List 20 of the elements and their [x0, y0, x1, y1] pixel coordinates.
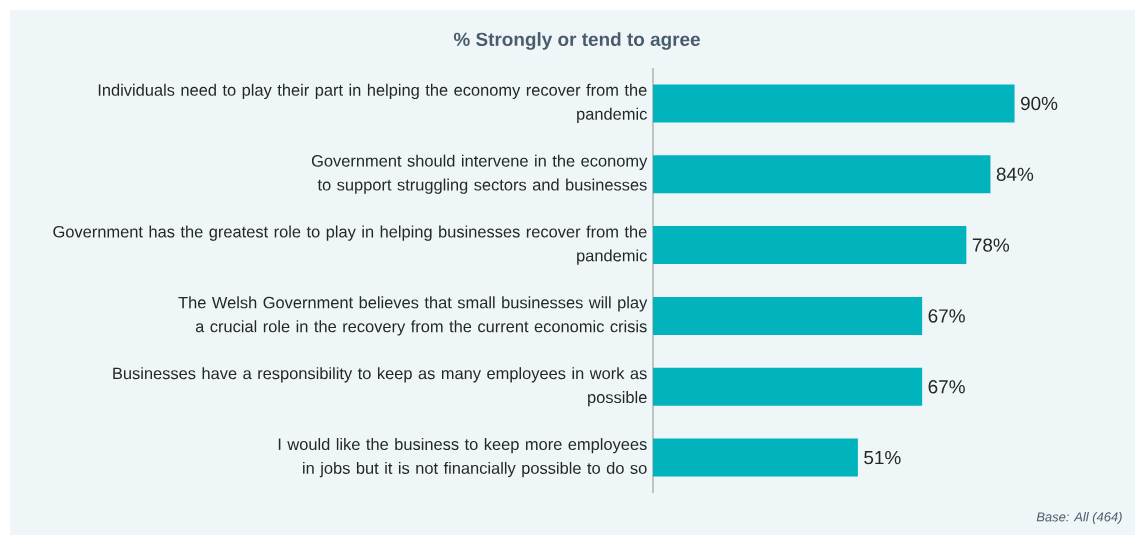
- bar: [653, 438, 858, 477]
- text: Base: All (464): [1036, 511, 1122, 525]
- data-label: 51%: [864, 450, 901, 465]
- y-tick-label: Individuals need to play their part in helping the economy recover from the pandemic: [98, 83, 647, 124]
- data-label: 84%: [996, 167, 1034, 181]
- bar: [653, 226, 967, 265]
- y-tick-label: Government has the greatest role to play in helping businesses recover from the pandemic: [53, 225, 647, 265]
- chart-title: % Strongly or tend to agree: [453, 32, 700, 50]
- bar: [653, 155, 991, 194]
- data-label: 78%: [972, 238, 1010, 252]
- y-tick-label: I would like the business to keep more employees in jobs but it is not financially possible to do so: [278, 437, 647, 478]
- bar: [653, 296, 923, 335]
- bar: [653, 84, 1015, 123]
- y-tick-label: Businesses have a responsibility to keep as many employees in work as possible: [113, 367, 647, 407]
- data-label: 67%: [928, 380, 965, 394]
- bar: [653, 367, 923, 406]
- data-label: 67%: [928, 309, 965, 323]
- data-label: 90%: [1020, 96, 1058, 111]
- y-tick-label: The Welsh Government believes that small businesses will play a crucial role in the recovery from the current economic crisis: [178, 296, 648, 336]
- y-tick-label: Government should intervene in the economy to support struggling sectors and businesses: [311, 154, 648, 194]
